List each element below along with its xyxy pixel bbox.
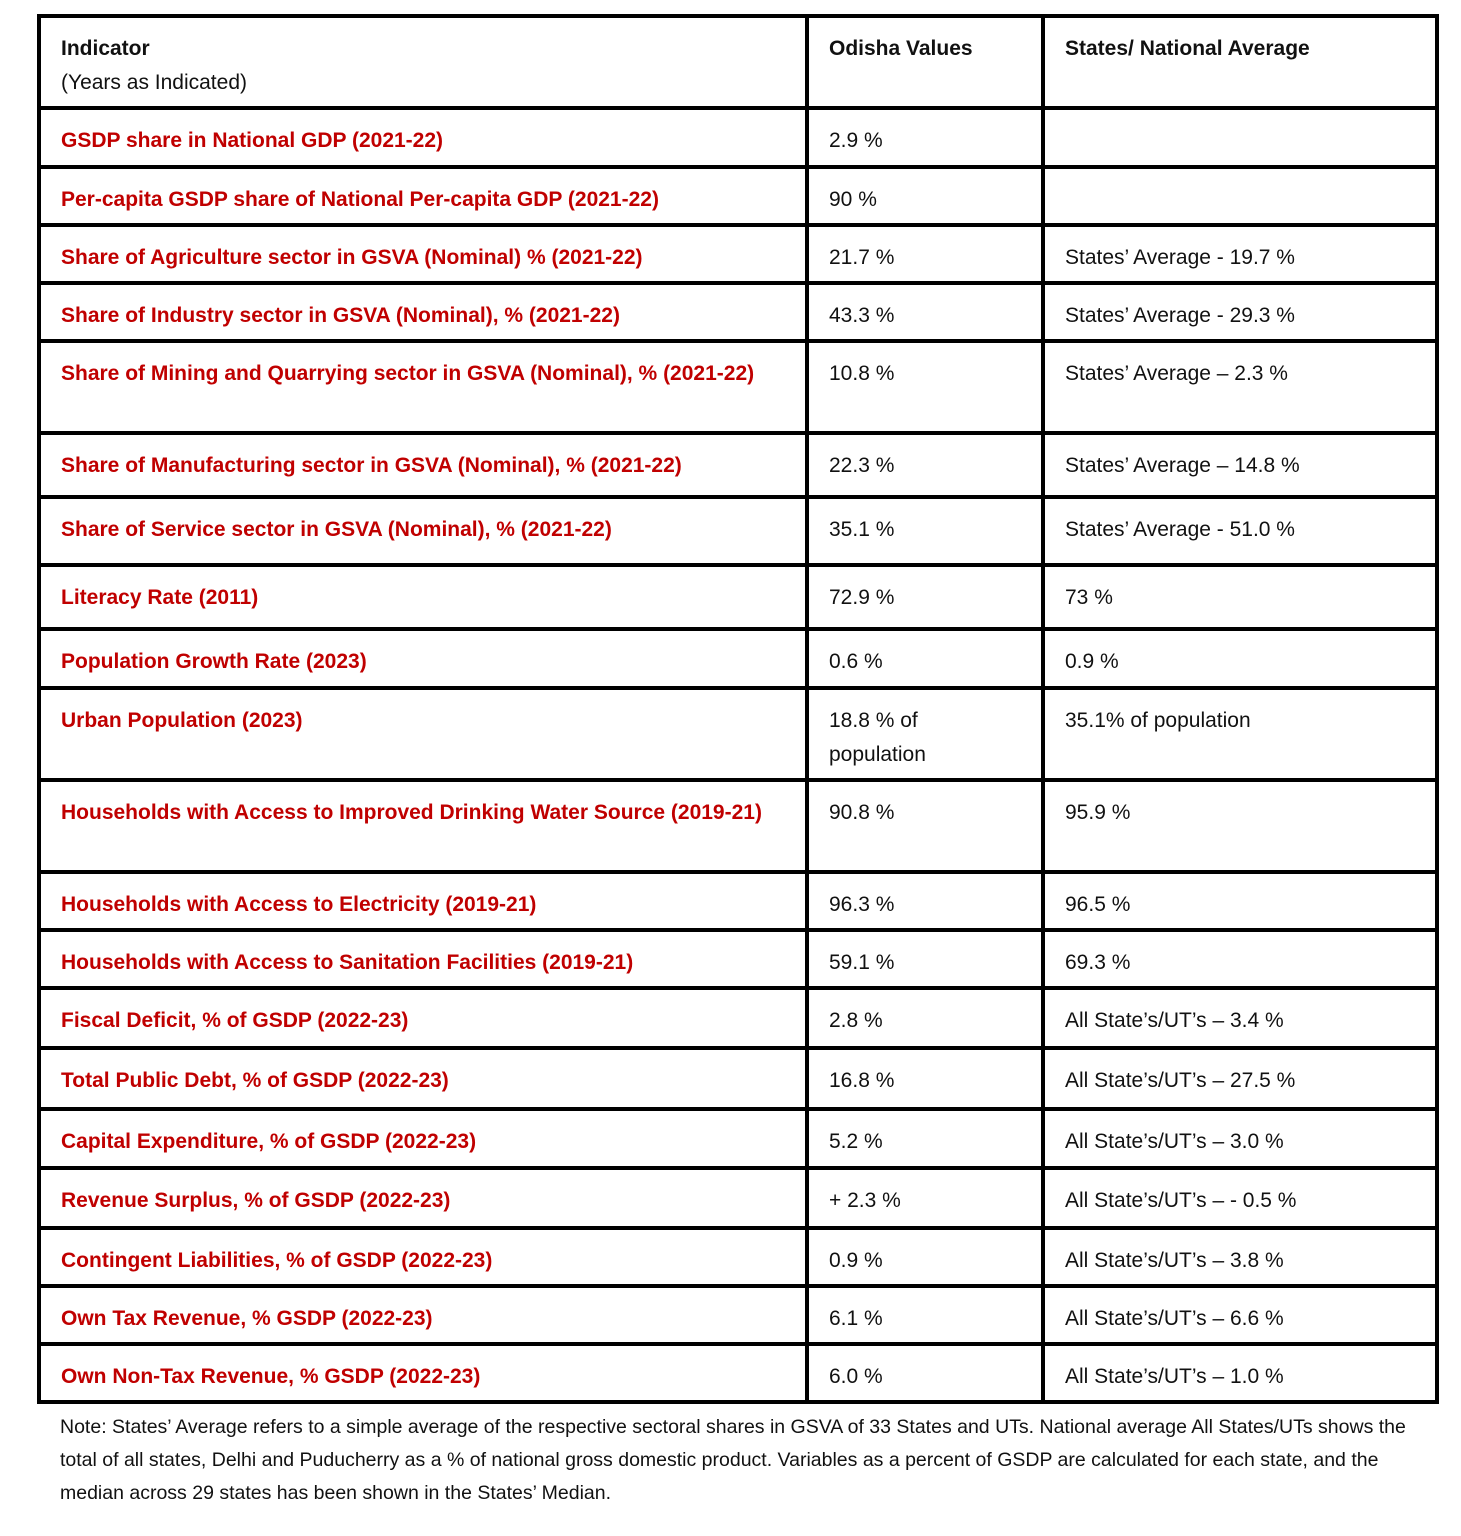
odisha-value-cell: + 2.3 % [805, 1166, 1045, 1230]
odisha-value-cell: 6.0 % [805, 1342, 1045, 1404]
indicator-cell: Contingent Liabilities, % of GSDP (2022-… [37, 1226, 809, 1288]
indicator-table: Indicator (Years as Indicated) Odisha Val… [37, 14, 1439, 1404]
header-row: Indicator (Years as Indicated) Odisha Val… [37, 14, 1439, 110]
header-national: States/ National Average [1041, 14, 1439, 110]
table-row: Capital Expenditure, % of GSDP (2022-23)… [37, 1107, 1439, 1170]
odisha-value-cell: 16.8 % [805, 1046, 1045, 1111]
national-average-cell: 0.9 % [1041, 627, 1439, 690]
table-row: Per-capita GSDP share of National Per-ca… [37, 165, 1439, 227]
odisha-value-cell: 21.7 % [805, 223, 1045, 285]
table-row: Total Public Debt, % of GSDP (2022-23) 16… [37, 1046, 1439, 1111]
indicator-cell: Own Non-Tax Revenue, % GSDP (2022-23) [37, 1342, 809, 1404]
table-row: Share of Mining and Quarrying sector in … [37, 339, 1439, 435]
table-row: Fiscal Deficit, % of GSDP (2022-23) 2.8 %… [37, 986, 1439, 1050]
table-row: Population Growth Rate (2023) 0.6 % 0.9 % [37, 627, 1439, 690]
national-average-cell: States’ Average - 51.0 % [1041, 495, 1439, 567]
indicator-cell: Share of Service sector in GSVA (Nominal… [37, 495, 809, 567]
odisha-value-cell: 2.9 % [805, 106, 1045, 169]
table-note: Note: States’ Average refers to a simple… [60, 1416, 1406, 1504]
indicator-cell: Urban Population (2023) [37, 686, 809, 782]
indicator-cell: Share of Agriculture sector in GSVA (Nom… [37, 223, 809, 285]
table-row: Households with Access to Improved Drink… [37, 778, 1439, 874]
odisha-value-cell: 72.9 % [805, 563, 1045, 631]
odisha-value-cell: 90 % [805, 165, 1045, 227]
indicator-cell: Revenue Surplus, % of GSDP (2022-23) [37, 1166, 809, 1230]
national-average-cell: 35.1% of population [1041, 686, 1439, 782]
national-average-cell: All State’s/UT’s – - 0.5 % [1041, 1166, 1439, 1230]
indicator-heading: Indicator [61, 37, 150, 60]
indicator-cell: Own Tax Revenue, % GSDP (2022-23) [37, 1284, 809, 1346]
header-odisha: Odisha Values [805, 14, 1045, 110]
odisha-value-cell: 5.2 % [805, 1107, 1045, 1170]
indicator-cell: Literacy Rate (2011) [37, 563, 809, 631]
odisha-value-cell: 22.3 % [805, 431, 1045, 499]
national-average-cell: All State’s/UT’s – 1.0 % [1041, 1342, 1439, 1404]
table-row: Own Tax Revenue, % GSDP (2022-23) 6.1 % Al… [37, 1284, 1439, 1346]
national-average-cell: States’ Average – 2.3 % [1041, 339, 1439, 435]
indicator-cell: Capital Expenditure, % of GSDP (2022-23) [37, 1107, 809, 1170]
odisha-value-cell: 0.9 % [805, 1226, 1045, 1288]
indicator-cell: Share of Manufacturing sector in GSVA (N… [37, 431, 809, 499]
national-average-cell: All State’s/UT’s – 3.8 % [1041, 1226, 1439, 1288]
odisha-value-cell: 59.1 % [805, 928, 1045, 990]
indicator-cell: GSDP share in National GDP (2021-22) [37, 106, 809, 169]
national-average-cell: 69.3 % [1041, 928, 1439, 990]
indicator-cell: Share of Industry sector in GSVA (Nomina… [37, 281, 809, 343]
indicator-cell: Households with Access to Improved Drink… [37, 778, 809, 874]
odisha-value-cell: 2.8 % [805, 986, 1045, 1050]
indicator-cell: Per-capita GSDP share of National Per-ca… [37, 165, 809, 227]
table-row: Own Non-Tax Revenue, % GSDP (2022-23) 6.0… [37, 1342, 1439, 1404]
indicator-cell: Total Public Debt, % of GSDP (2022-23) [37, 1046, 809, 1111]
national-average-cell: All State’s/UT’s – 27.5 % [1041, 1046, 1439, 1111]
national-average-cell: 95.9 % [1041, 778, 1439, 874]
odisha-value-cell: 35.1 % [805, 495, 1045, 567]
odisha-value-cell: 18.8 % of population [805, 686, 1045, 782]
table-row: Contingent Liabilities, % of GSDP (2022-… [37, 1226, 1439, 1288]
odisha-value-cell: 10.8 % [805, 339, 1045, 435]
indicator-cell: Share of Mining and Quarrying sector in … [37, 339, 809, 435]
national-average-cell [1041, 106, 1439, 169]
table-row: Share of Manufacturing sector in GSVA (N… [37, 431, 1439, 499]
table-row: Literacy Rate (2011) 72.9 % 73 % [37, 563, 1439, 631]
indicator-cell: Households with Access to Electricity (2… [37, 870, 809, 932]
odisha-value-cell: 90.8 % [805, 778, 1045, 874]
national-average-cell: 96.5 % [1041, 870, 1439, 932]
odisha-value-cell: 43.3 % [805, 281, 1045, 343]
header-indicator: Indicator (Years as Indicated) [37, 14, 809, 110]
indicator-subheading: (Years as Indicated) [61, 71, 247, 94]
national-average-cell: States’ Average - 19.7 % [1041, 223, 1439, 285]
table-row: Revenue Surplus, % of GSDP (2022-23) + 2.… [37, 1166, 1439, 1230]
national-average-cell: All State’s/UT’s – 3.4 % [1041, 986, 1439, 1050]
national-average-cell: All State’s/UT’s – 6.6 % [1041, 1284, 1439, 1346]
indicator-cell: Population Growth Rate (2023) [37, 627, 809, 690]
table-row: Households with Access to Electricity (2… [37, 870, 1439, 932]
table-row: Households with Access to Sanitation Fac… [37, 928, 1439, 990]
table-row: Share of Industry sector in GSVA (Nomina… [37, 281, 1439, 343]
table-row: GSDP share in National GDP (2021-22) 2.9 … [37, 106, 1439, 169]
odisha-value-cell: 96.3 % [805, 870, 1045, 932]
odisha-value-cell: 0.6 % [805, 627, 1045, 690]
odisha-value-cell: 6.1 % [805, 1284, 1045, 1346]
national-average-cell: States’ Average - 29.3 % [1041, 281, 1439, 343]
table-row: Share of Agriculture sector in GSVA (Nom… [37, 223, 1439, 285]
national-average-cell: 73 % [1041, 563, 1439, 631]
indicator-cell: Fiscal Deficit, % of GSDP (2022-23) [37, 986, 809, 1050]
indicator-cell: Households with Access to Sanitation Fac… [37, 928, 809, 990]
national-average-cell: States’ Average – 14.8 % [1041, 431, 1439, 499]
table-row: Share of Service sector in GSVA (Nominal… [37, 495, 1439, 567]
national-average-cell [1041, 165, 1439, 227]
national-average-cell: All State’s/UT’s – 3.0 % [1041, 1107, 1439, 1170]
table-row: Urban Population (2023) 18.8 % of populat… [37, 686, 1439, 782]
